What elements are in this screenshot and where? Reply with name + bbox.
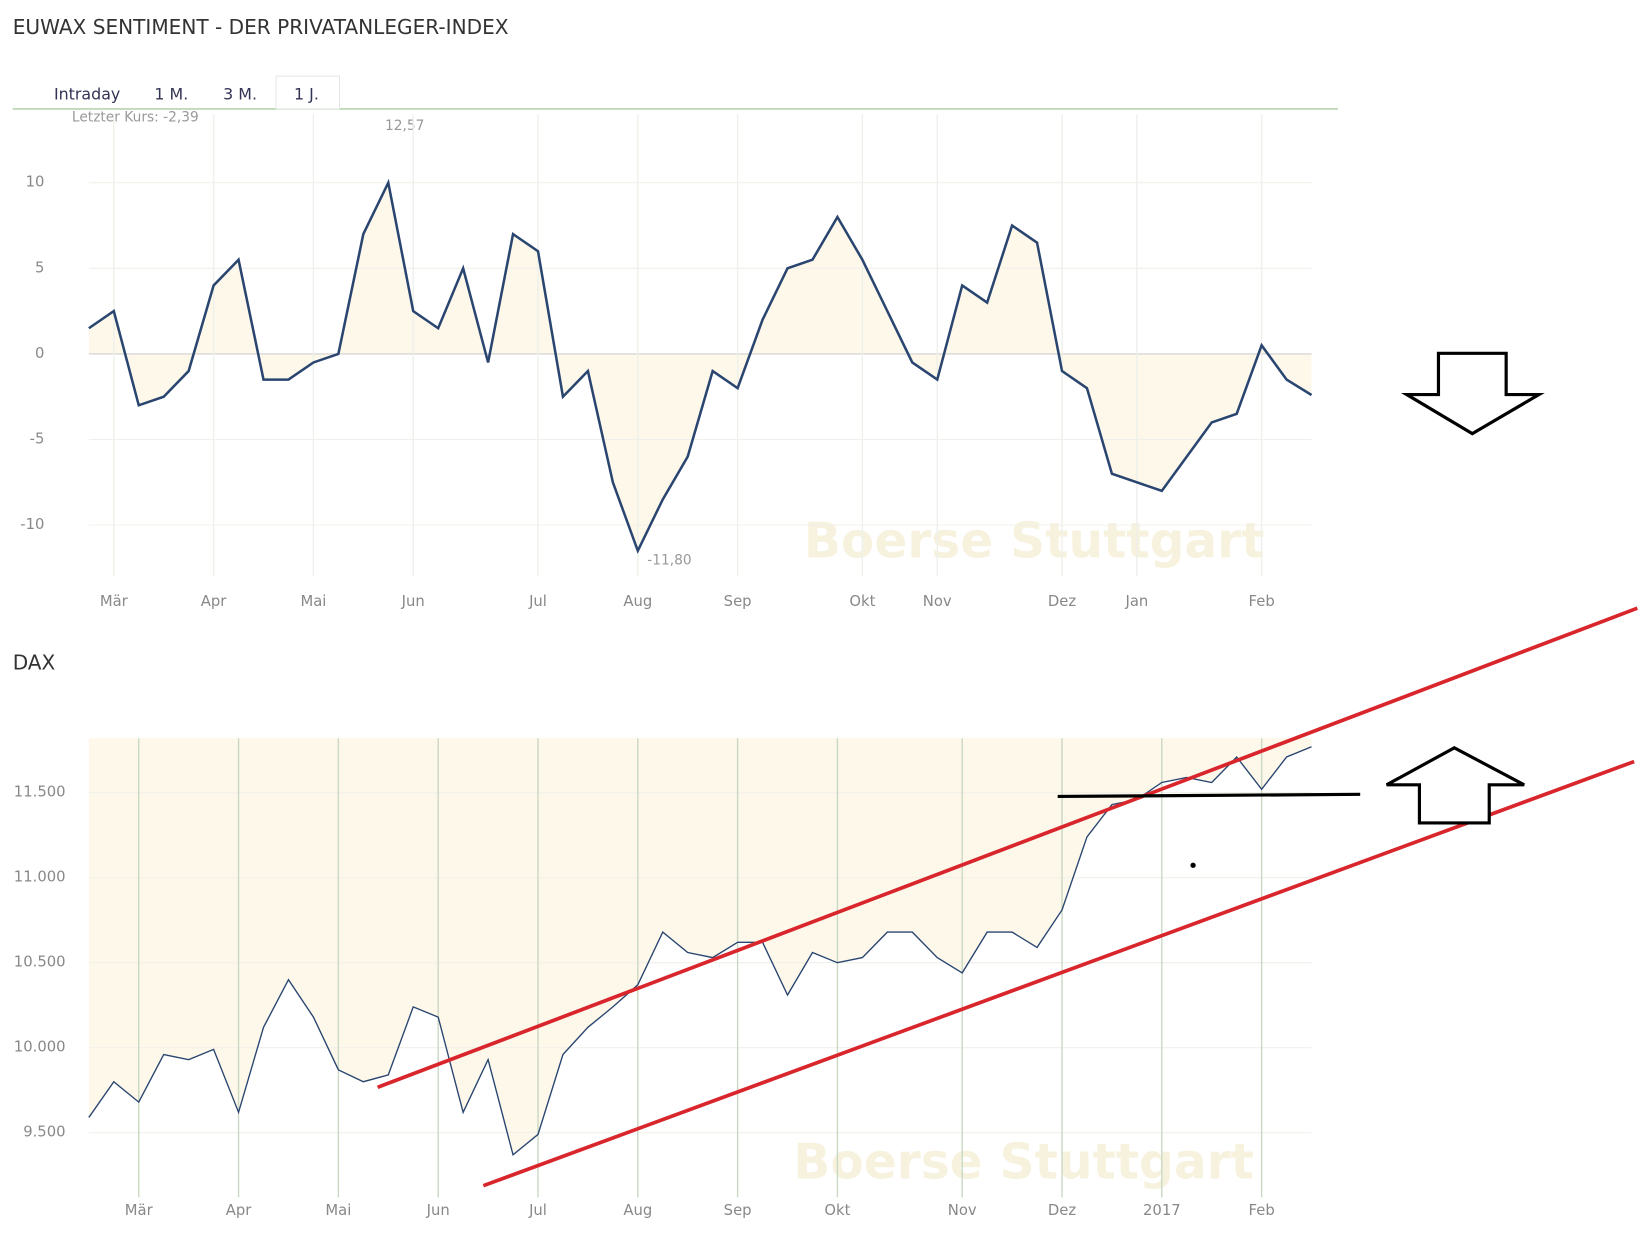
y-tick-label: 5 — [35, 259, 44, 276]
y-tick-label: 10.000 — [14, 1039, 66, 1056]
x-tick-label: Jan — [1124, 593, 1148, 610]
x-tick-label: Aug — [623, 593, 652, 610]
x-tick-label: Mär — [125, 1202, 154, 1219]
y-tick-label: -10 — [20, 516, 44, 533]
y-tick-label: 9.500 — [23, 1124, 65, 1141]
x-tick-label: Jun — [401, 593, 425, 610]
trend-line — [482, 759, 1635, 1188]
x-tick-label: Nov — [948, 1202, 977, 1219]
x-tick-label: Okt — [824, 1202, 850, 1219]
active-tab — [275, 75, 341, 110]
y-tick-label: 10.500 — [14, 954, 66, 971]
x-tick-label: Jun — [426, 1202, 450, 1219]
y-tick-label: 11.000 — [14, 869, 66, 886]
x-tick-label: Jul — [528, 1202, 547, 1219]
area-fill — [88, 738, 1312, 1155]
watermark: Boerse Stuttgart — [804, 514, 1265, 570]
down-arrow — [1400, 351, 1545, 436]
dot — [1190, 862, 1196, 868]
x-tick-label: Dez — [1048, 593, 1076, 610]
x-tick-label: Mär — [100, 593, 129, 610]
up-arrow — [1385, 746, 1525, 825]
x-tick-label: Okt — [849, 593, 875, 610]
x-tick-label: Aug — [623, 1202, 652, 1219]
min-label: -11,80 — [647, 553, 691, 569]
y-tick-label: 10 — [26, 174, 45, 191]
max-label: 12,57 — [385, 118, 424, 134]
y-tick-label: 0 — [35, 345, 44, 362]
line-series — [88, 178, 1313, 555]
x-tick-label: Dez — [1048, 1202, 1076, 1219]
x-tick-label: 2017 — [1143, 1202, 1181, 1219]
y-tick-label: 11.500 — [14, 784, 66, 801]
x-tick-label: Apr — [201, 593, 228, 610]
x-tick-label: Sep — [724, 593, 752, 610]
tab[interactable]: 1 J. — [294, 85, 319, 104]
tab[interactable]: 1 M. — [154, 85, 188, 104]
x-tick-label: Apr — [226, 1202, 253, 1219]
last-price: Letzter Kurs: -2,39 — [72, 109, 199, 125]
x-tick-label: Mai — [300, 593, 326, 610]
x-tick-label: Mai — [325, 1202, 351, 1219]
x-tick-label: Sep — [724, 1202, 752, 1219]
y-tick-label: -5 — [30, 431, 45, 448]
x-tick-label: Feb — [1249, 593, 1275, 610]
x-tick-label: Feb — [1249, 1202, 1275, 1219]
x-tick-label: Jul — [528, 593, 547, 610]
watermark: Boerse Stuttgart — [793, 1135, 1254, 1191]
tab[interactable]: 3 M. — [223, 85, 257, 104]
x-tick-label: Nov — [923, 593, 952, 610]
charts: Boerse Stuttgart -10 -5 0 5 10 Mär Apr Mai Jun Jul… — [14, 114, 1313, 1219]
support-line — [1057, 792, 1361, 799]
annotations — [376, 351, 1638, 1188]
chart-title: EUWAX SENTIMENT - DER PRIVATANLEGER-INDE… — [13, 15, 509, 39]
trend-line — [376, 606, 1638, 1090]
tab[interactable]: Intraday — [54, 85, 120, 104]
chart-title: DAX — [13, 651, 56, 675]
area-fill — [88, 182, 1312, 551]
